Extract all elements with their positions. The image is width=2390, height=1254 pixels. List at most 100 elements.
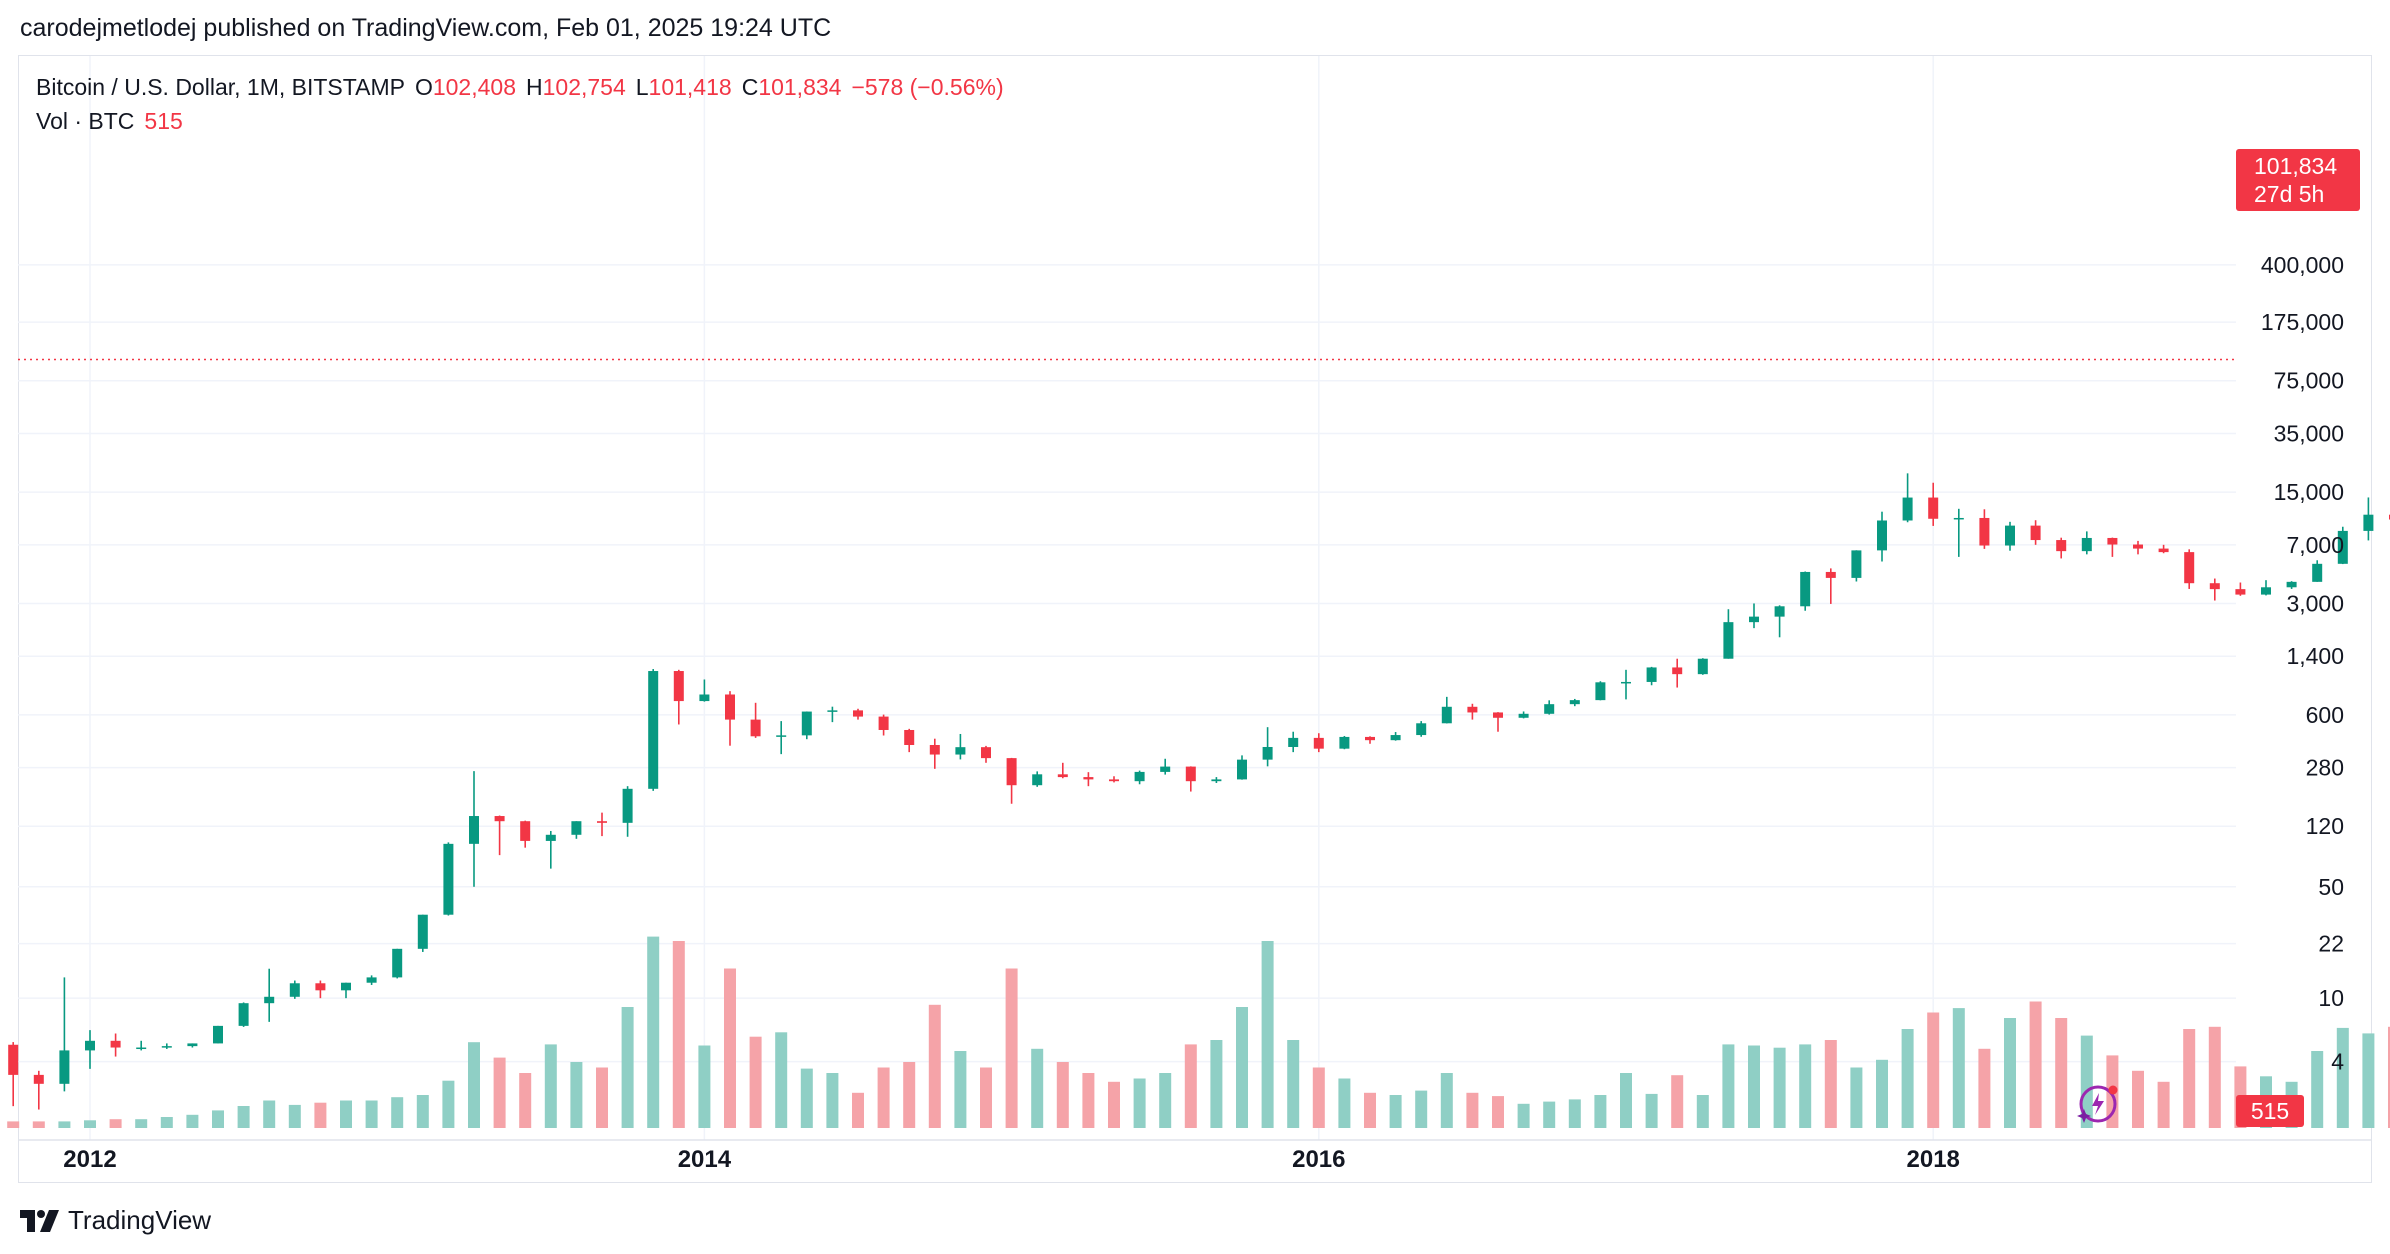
volume-bar (1082, 1073, 1095, 1128)
candle (1185, 766, 1196, 792)
volume-bar (1210, 1040, 1223, 1128)
candle-body (878, 716, 889, 730)
volume-bar (1876, 1059, 1888, 1128)
candle (801, 711, 812, 740)
volume-bar (1978, 1048, 1991, 1128)
candle-body (187, 1043, 198, 1047)
volume-bar (928, 1004, 941, 1128)
candle (1339, 735, 1350, 750)
candle (2363, 497, 2374, 541)
candle (1057, 762, 1068, 779)
candle-body (981, 747, 991, 759)
candle-body (1953, 517, 1964, 520)
candle (1160, 758, 1171, 775)
volume-bar (1389, 1095, 1402, 1128)
candle (1493, 712, 1503, 732)
candle-body (1237, 759, 1247, 780)
candle-body (1134, 771, 1145, 782)
candle (2235, 582, 2246, 596)
candle (59, 977, 70, 1092)
volume-bar (314, 1102, 327, 1128)
volume-bar (391, 1097, 404, 1128)
volume-bar (2311, 1051, 2324, 1128)
candle (494, 815, 505, 856)
volume-value: 515 (144, 108, 183, 134)
volume-bars (7, 936, 2390, 1128)
volume-bar (903, 1062, 916, 1128)
symbol-description[interactable]: Bitcoin / U.S. Dollar, 1M, BITSTAMP (36, 74, 405, 100)
tradingview-brand[interactable]: TradingView (20, 1205, 211, 1236)
candle-body (85, 1040, 95, 1051)
candle-body (2056, 540, 2067, 552)
time-tick-label: 2016 (1292, 1146, 1345, 1173)
open-label: O (414, 74, 433, 100)
price-tick-label: 400,000 (2261, 252, 2344, 278)
volume-bar (58, 1121, 71, 1128)
volume-bar (1850, 1067, 1863, 1128)
bar-countdown: 27d 5h (2254, 181, 2325, 207)
candle-body (417, 914, 428, 949)
candle (1749, 603, 1759, 629)
candle (1467, 703, 1478, 720)
candle (8, 1042, 19, 1107)
legend-volume-row: Vol · BTC 515 (36, 104, 1004, 138)
publisher-line: carodejmetlodej published on TradingView… (20, 14, 832, 42)
candle-body (597, 821, 607, 823)
volume-bar (1799, 1044, 1812, 1128)
volume-bar (1108, 1081, 1120, 1128)
candle (1825, 568, 1836, 604)
brand-name: TradingView (68, 1205, 212, 1235)
candle-body (2363, 514, 2374, 531)
candle (469, 771, 479, 887)
candle (33, 1070, 44, 1110)
volume-bar (365, 1100, 378, 1128)
price-tick-label: 175,000 (2261, 309, 2344, 335)
candle (1416, 721, 1427, 737)
candle (1288, 731, 1299, 753)
low-group: L 101,418 (636, 70, 732, 104)
volume-bar (1440, 1073, 1453, 1128)
candle (1083, 772, 1094, 787)
price-axis: 4 10 22 50 120 280 600 1,400 3,000 7,000 15,000 35,… (2261, 252, 2344, 1075)
candle (878, 714, 889, 736)
price-tick-label: 3,000 (2286, 590, 2344, 616)
candle-body (1851, 550, 1862, 578)
candle (2312, 560, 2323, 582)
candle (1441, 696, 1452, 724)
volume-bar (2183, 1029, 2196, 1128)
volume-bar (852, 1092, 864, 1128)
candle-body (2081, 537, 2092, 552)
candle-body (264, 996, 275, 1004)
candle (1237, 755, 1247, 780)
candle-body (1493, 712, 1503, 718)
price-tick-label: 10 (2318, 985, 2344, 1011)
candle (520, 820, 531, 848)
candle-body (366, 977, 377, 983)
price-tick-label: 22 (2318, 931, 2344, 957)
volume-bar (1671, 1075, 1684, 1128)
candle-body (853, 710, 863, 717)
volume-bar (160, 1117, 173, 1128)
volume-bar (544, 1044, 557, 1128)
volume-bar (1927, 1012, 1940, 1128)
candle (289, 980, 300, 999)
volume-bar (1594, 1095, 1607, 1128)
candle (1902, 473, 1913, 523)
candle-body (1979, 517, 1990, 546)
price-tick-label: 50 (2318, 874, 2344, 900)
candle (187, 1043, 198, 1048)
volume-bar (1312, 1067, 1325, 1128)
candle (750, 702, 761, 738)
volume-label[interactable]: Vol · BTC (36, 108, 135, 134)
candle-body (1339, 736, 1350, 749)
candle-body (2235, 589, 2246, 595)
sparkle-icon[interactable] (2076, 1083, 2118, 1130)
candle-body (2312, 563, 2323, 582)
candle (1032, 771, 1043, 787)
price-tick-label: 75,000 (2274, 368, 2344, 394)
candle-body (1390, 735, 1401, 741)
volume-bar (596, 1067, 608, 1128)
candle-body (1749, 616, 1759, 623)
candle-body (494, 816, 505, 822)
